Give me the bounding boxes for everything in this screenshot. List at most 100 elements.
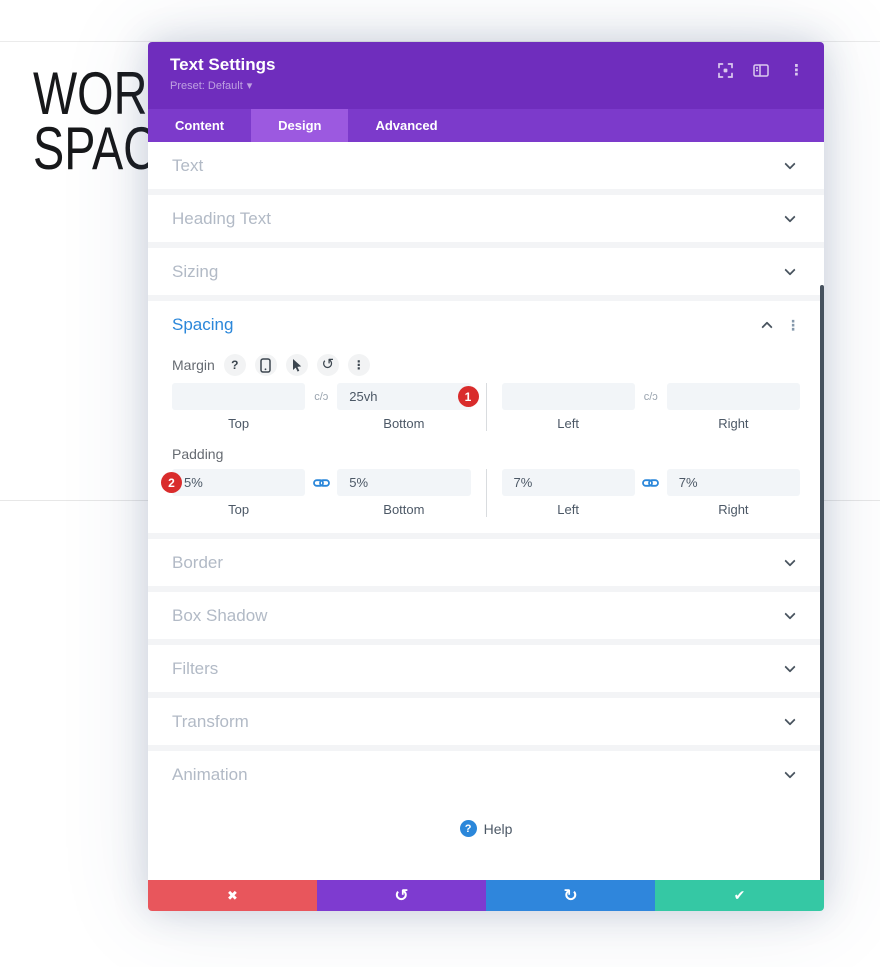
section-separator <box>148 639 824 645</box>
section-animation-label: Animation <box>172 764 248 784</box>
help-icon: ? <box>459 820 477 837</box>
help-label: Help <box>483 820 513 837</box>
field-group-divider <box>485 469 487 517</box>
padding-vertical-link-toggle[interactable] <box>305 469 337 496</box>
question-icon: ? <box>231 358 239 372</box>
expand-modal-icon[interactable] <box>718 63 733 78</box>
padding-right-input[interactable] <box>666 469 800 496</box>
margin-hover-button[interactable] <box>285 354 308 376</box>
help-link[interactable]: ? Help <box>148 820 824 837</box>
modal-header: Text Settings Preset: Default ▾ ⋮ <box>148 42 824 109</box>
chevron-down-icon <box>784 263 796 276</box>
chevron-down-icon <box>784 713 796 726</box>
text-settings-modal: Text Settings Preset: Default ▾ ⋮ <box>148 42 824 911</box>
undo-button[interactable]: ↺ <box>317 880 486 911</box>
margin-right-input[interactable] <box>666 383 800 410</box>
chevron-down-icon <box>784 607 796 620</box>
redo-button[interactable]: ↻ <box>486 880 655 911</box>
check-icon: ✔ <box>733 887 746 903</box>
section-animation[interactable]: Animation <box>148 751 824 798</box>
padding-horizontal-pair: Left Right <box>501 469 800 517</box>
chevron-down-icon <box>784 210 796 223</box>
margin-top-input[interactable] <box>172 383 306 410</box>
annotation-badge-1: 1 <box>457 386 479 407</box>
margin-vertical-pair: Top c/ɔ 1 Bottom <box>172 383 479 431</box>
split-view-icon[interactable] <box>753 64 769 77</box>
margin-left-label: Left <box>557 416 579 431</box>
padding-fields-row: 2 Top Bottom <box>161 469 800 517</box>
section-spacing-header[interactable]: Spacing ⋮ <box>172 301 800 348</box>
page-divider-top <box>0 41 880 42</box>
section-box-shadow[interactable]: Box Shadow <box>148 592 824 639</box>
margin-options-button[interactable]: ⋮ <box>347 354 370 376</box>
section-separator <box>148 533 824 539</box>
section-separator <box>148 692 824 698</box>
section-spacing: Spacing ⋮ Margin ? <box>148 301 824 533</box>
section-separator <box>148 242 824 248</box>
modal-more-menu-icon[interactable]: ⋮ <box>789 62 804 79</box>
section-separator <box>148 586 824 592</box>
preset-label: Preset: Default <box>170 79 243 92</box>
padding-bottom-input[interactable] <box>337 469 471 496</box>
phone-icon <box>260 357 272 373</box>
margin-bottom-input[interactable] <box>337 383 471 410</box>
padding-right-label: Right <box>718 502 749 517</box>
section-sizing-label: Sizing <box>172 261 219 281</box>
padding-left-input[interactable] <box>501 469 635 496</box>
close-icon: ✖ <box>227 887 238 903</box>
margin-horizontal-link-toggle[interactable]: c/ɔ <box>635 383 667 410</box>
section-transform[interactable]: Transform <box>148 698 824 745</box>
preset-selector[interactable]: Preset: Default ▾ <box>170 79 253 93</box>
section-border-label: Border <box>172 552 224 572</box>
margin-reset-button[interactable]: ↺ <box>316 354 339 376</box>
padding-bottom-label: Bottom <box>383 502 425 517</box>
chevron-down-icon <box>784 766 796 779</box>
margin-fields-row: Top c/ɔ 1 Bottom <box>172 383 800 431</box>
spacing-more-menu-icon[interactable]: ⋮ <box>786 316 800 333</box>
margin-vertical-link-toggle[interactable]: c/ɔ <box>305 383 337 410</box>
section-spacing-label: Spacing <box>172 314 234 334</box>
padding-top-label: Top <box>228 502 250 517</box>
margin-right-label: Right <box>718 416 749 431</box>
section-text[interactable]: Text <box>148 142 824 189</box>
padding-left-label: Left <box>557 502 579 517</box>
tab-advanced[interactable]: Advanced <box>375 118 438 133</box>
padding-vertical-pair: 2 Top Bottom <box>161 469 471 517</box>
padding-horizontal-link-toggle[interactable] <box>635 469 667 496</box>
margin-bottom-label: Bottom <box>383 416 425 431</box>
cursor-icon <box>292 358 301 372</box>
modal-scrollbar[interactable] <box>820 285 824 880</box>
discard-button[interactable]: ✖ <box>148 880 317 911</box>
modal-footer: ✖ ↺ ↻ ✔ <box>148 880 824 911</box>
link-icon <box>312 478 330 487</box>
section-separator <box>148 189 824 195</box>
section-separator <box>148 295 824 301</box>
modal-title: Text Settings <box>170 55 276 74</box>
redo-icon: ↻ <box>563 885 578 905</box>
section-sizing[interactable]: Sizing <box>148 248 824 295</box>
padding-top-input[interactable] <box>172 469 306 496</box>
save-button[interactable]: ✔ <box>655 880 824 911</box>
margin-top-label: Top <box>228 416 250 431</box>
chevron-down-icon <box>784 554 796 567</box>
margin-help-button[interactable]: ? <box>223 354 246 376</box>
section-transform-label: Transform <box>172 711 249 731</box>
undo-icon: ↺ <box>394 885 409 905</box>
section-border[interactable]: Border <box>148 539 824 586</box>
undo-icon: ↺ <box>321 355 335 373</box>
margin-left-input[interactable] <box>501 383 635 410</box>
tab-content[interactable]: Content <box>175 118 225 133</box>
tab-design[interactable]: Design <box>251 109 349 142</box>
margin-label-row: Margin ? ↺ ⋮ <box>172 354 800 376</box>
margin-responsive-button[interactable] <box>254 354 277 376</box>
chevron-down-icon <box>784 660 796 673</box>
padding-label: Padding <box>172 445 224 462</box>
chevron-up-icon <box>761 320 773 333</box>
section-heading-text[interactable]: Heading Text <box>148 195 824 242</box>
margin-label: Margin <box>172 357 215 373</box>
section-text-label: Text <box>172 155 204 175</box>
section-box-shadow-label: Box Shadow <box>172 605 268 625</box>
caret-down-icon: ▾ <box>246 80 253 92</box>
section-filters[interactable]: Filters <box>148 645 824 692</box>
modal-body: Text Heading Text Sizing Spacing ⋮ <box>148 142 824 880</box>
